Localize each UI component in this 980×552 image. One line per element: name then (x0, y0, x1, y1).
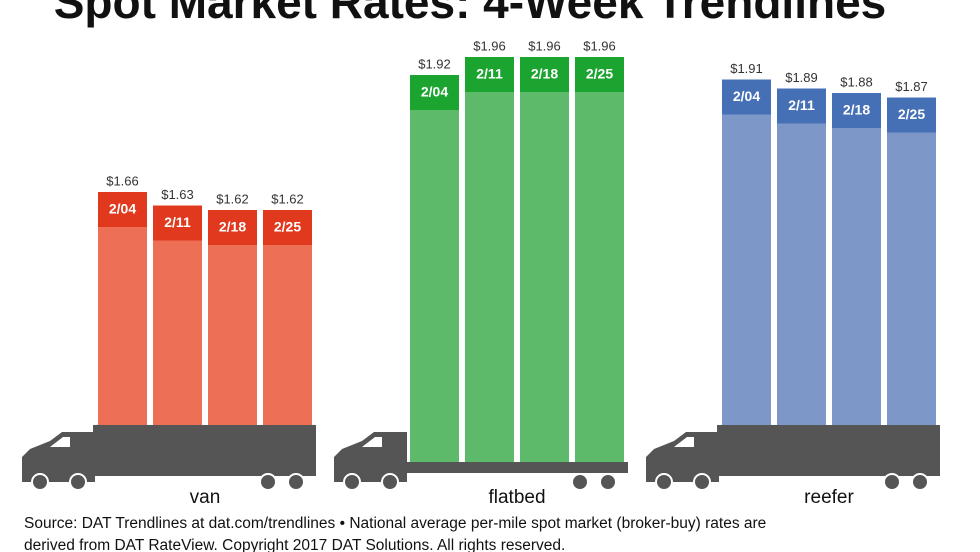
bar-cap (722, 79, 771, 115)
bar-cap (153, 205, 202, 241)
cab-window (362, 437, 382, 447)
truck-cab (334, 432, 407, 482)
x-tick-label: 2/04 (733, 88, 760, 104)
x-tick-label: 2/25 (898, 106, 925, 122)
wheel (287, 473, 305, 491)
wheel (693, 473, 711, 491)
source-note: derived from DAT RateView. Copyright 201… (24, 537, 565, 552)
x-tick-label: 2/04 (421, 84, 448, 100)
data-label: $1.91 (730, 61, 763, 76)
bar (832, 93, 881, 425)
data-label: $1.92 (418, 56, 451, 71)
trailer (93, 425, 316, 476)
truck-cab (646, 432, 719, 482)
trailer (717, 425, 940, 476)
bar-cap (208, 210, 257, 245)
data-label: $1.87 (895, 79, 928, 94)
truck-cab (22, 432, 95, 482)
wheel (259, 473, 277, 491)
x-tick-label: 2/25 (274, 219, 301, 235)
bar (410, 75, 459, 462)
bar (208, 210, 257, 425)
x-tick-label: 2/18 (219, 219, 246, 235)
wheel (911, 473, 929, 491)
group-label: van (190, 487, 221, 508)
bar (722, 79, 771, 425)
bar (520, 57, 569, 462)
bar (98, 192, 147, 425)
data-label: $1.96 (528, 38, 561, 53)
x-tick-label: 2/11 (476, 66, 503, 82)
data-label: $1.63 (161, 187, 194, 202)
bar-cap (832, 93, 881, 128)
wheel (655, 473, 673, 491)
wheel (571, 473, 589, 491)
x-tick-label: 2/18 (531, 66, 558, 82)
bar-cap (777, 88, 826, 124)
wheel (883, 473, 901, 491)
bar (465, 57, 514, 462)
group-label: flatbed (488, 487, 545, 508)
data-label: $1.96 (583, 38, 616, 53)
bar (263, 210, 312, 425)
bar-cap (575, 57, 624, 92)
bar (153, 205, 202, 425)
x-tick-label: 2/11 (164, 214, 191, 230)
cab-window (50, 437, 70, 447)
bar-cap (465, 57, 514, 92)
group-label: reefer (804, 487, 854, 508)
wheel (69, 473, 87, 491)
x-tick-label: 2/25 (586, 66, 613, 82)
data-label: $1.88 (840, 74, 873, 89)
cab-window (674, 437, 694, 447)
bar (777, 88, 826, 425)
bar-cap (410, 75, 459, 110)
wheel (381, 473, 399, 491)
data-label: $1.96 (473, 38, 506, 53)
x-tick-label: 2/04 (109, 201, 136, 217)
data-label: $1.66 (106, 173, 139, 188)
bar-cap (98, 192, 147, 227)
data-label: $1.62 (271, 191, 304, 206)
data-label: $1.89 (785, 70, 818, 85)
wheel (599, 473, 617, 491)
bar-cap (263, 210, 312, 245)
wheel (31, 473, 49, 491)
flatbed-deck (405, 462, 628, 473)
wheel (343, 473, 361, 491)
x-tick-label: 2/11 (788, 97, 815, 113)
data-label: $1.62 (216, 191, 249, 206)
chart-title: Spot Market Rates: 4-Week Trendlines (54, 0, 887, 28)
source-note: Source: DAT Trendlines at dat.com/trendl… (24, 515, 766, 532)
x-tick-label: 2/18 (843, 102, 870, 118)
bar-cap (887, 97, 936, 133)
bar (887, 97, 936, 425)
bar-cap (520, 57, 569, 92)
bar (575, 57, 624, 462)
